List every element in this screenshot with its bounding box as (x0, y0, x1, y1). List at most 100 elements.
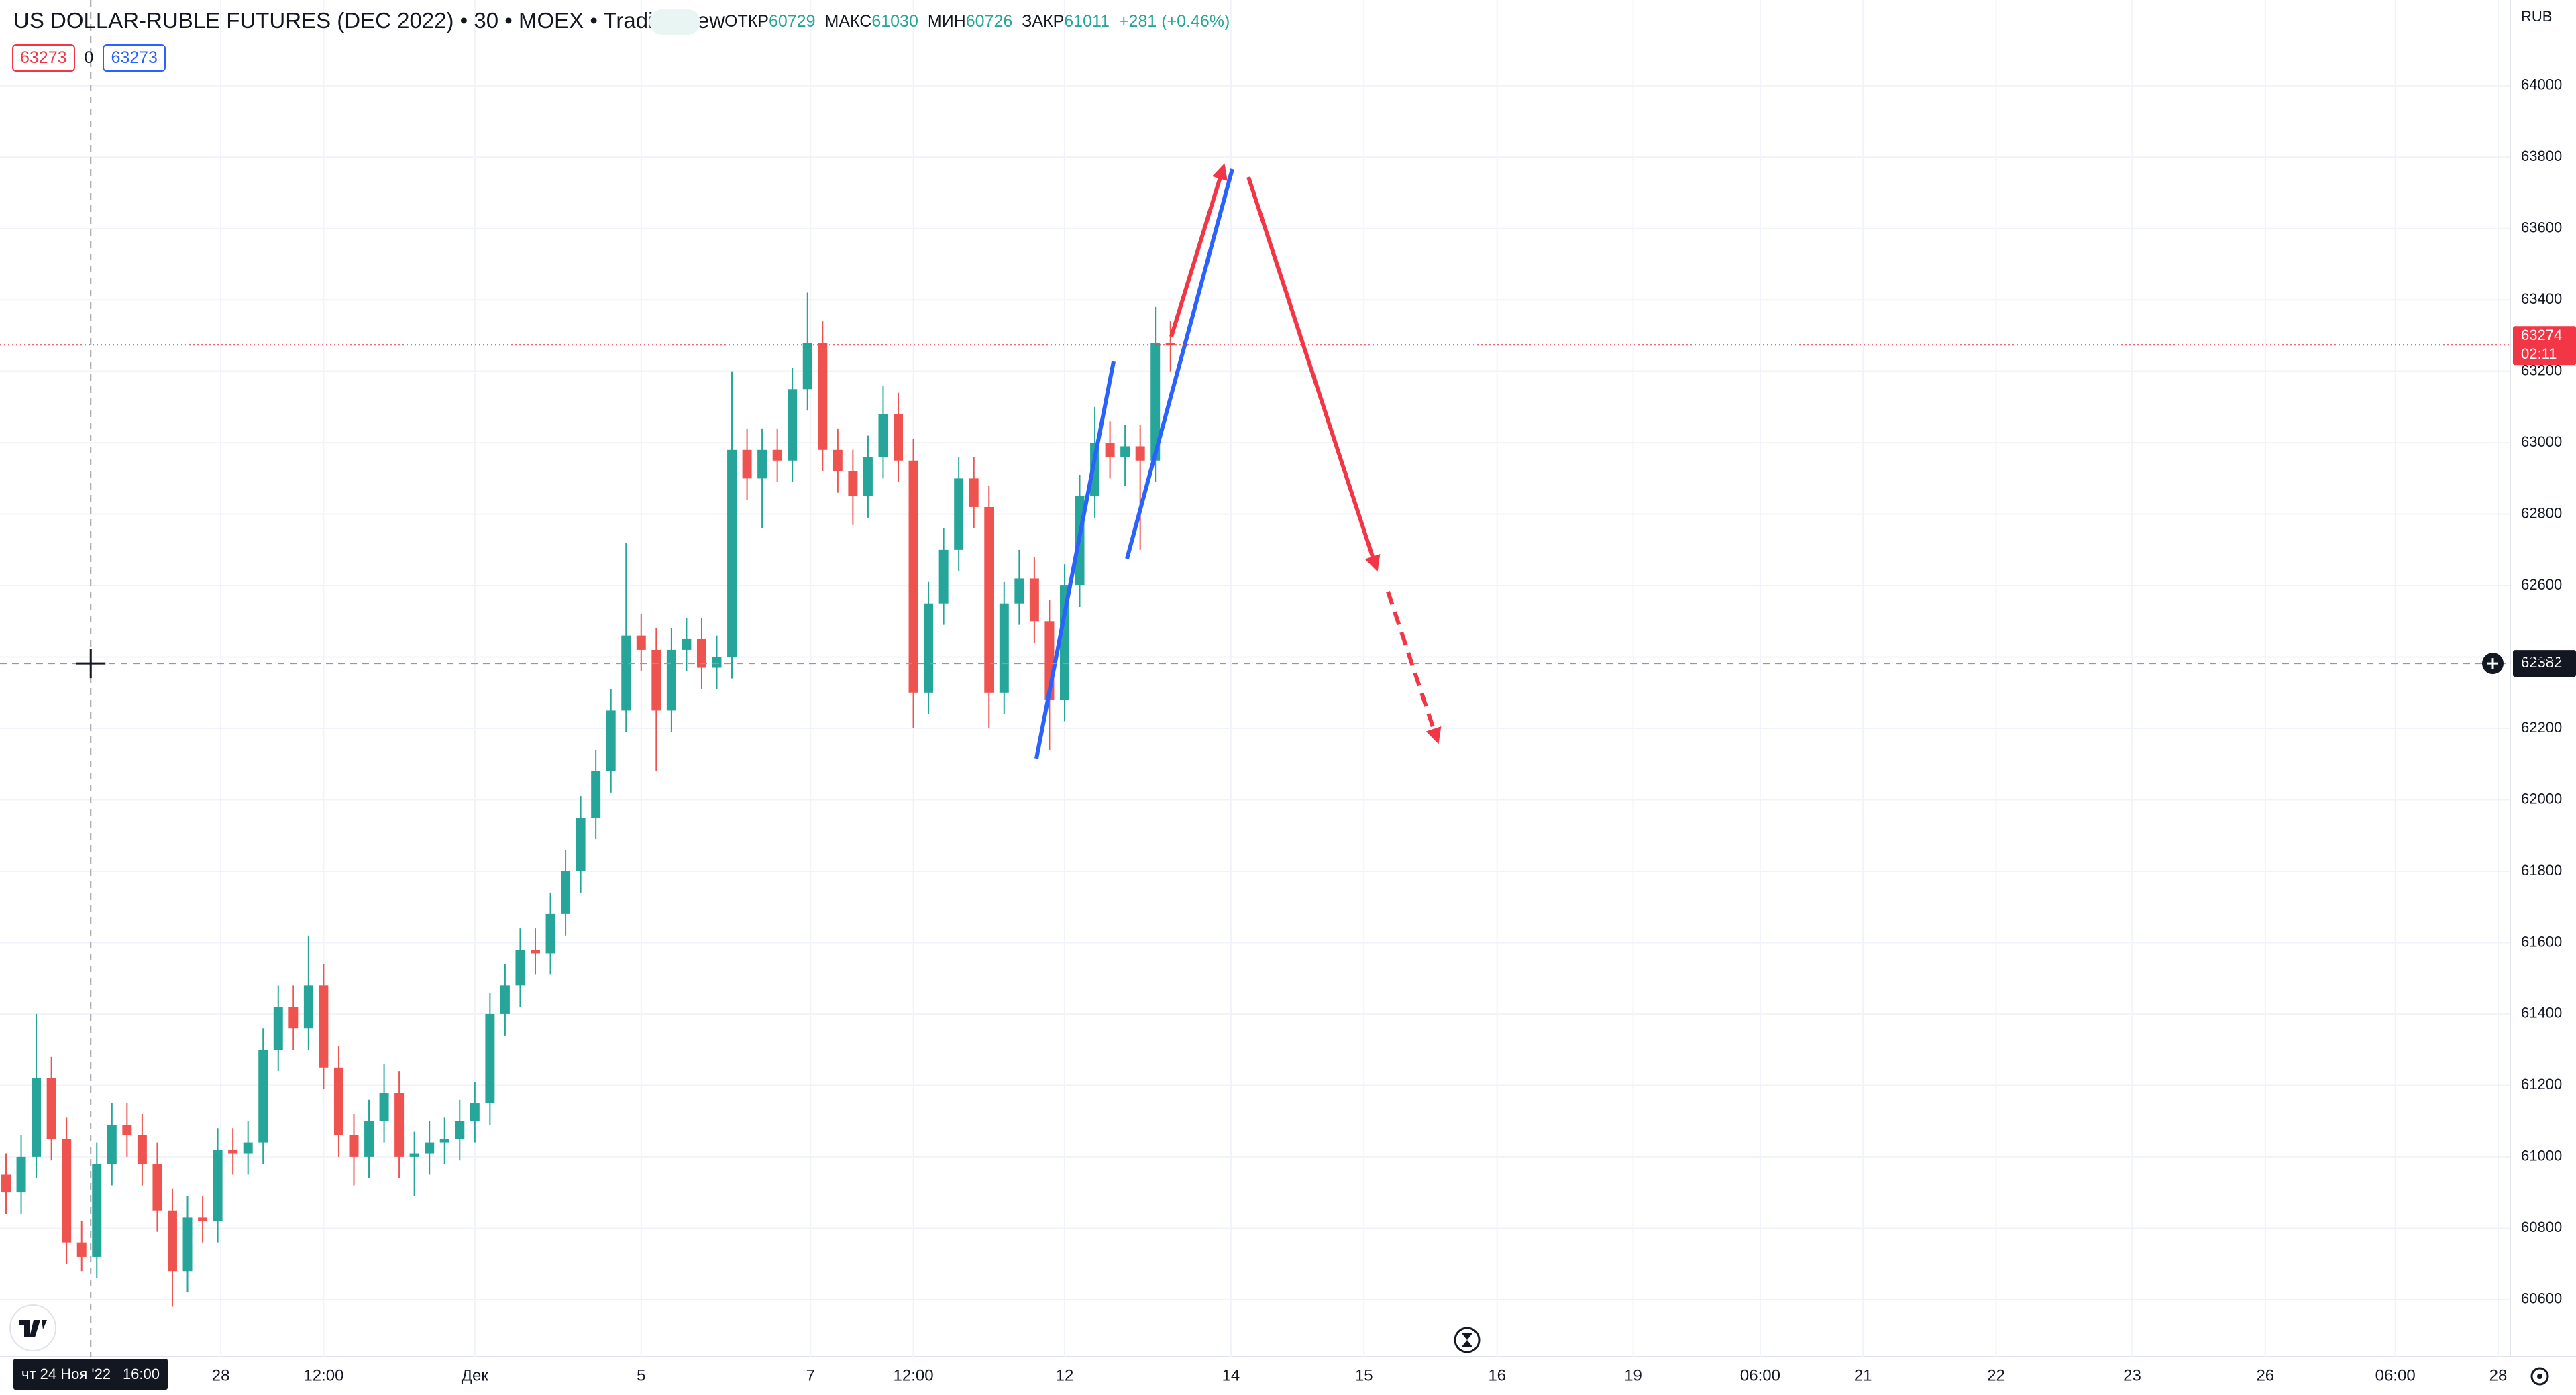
candle-body (878, 414, 888, 457)
x-tick-label: 5 (637, 1366, 645, 1384)
candle-body (167, 1210, 177, 1272)
candle-body (258, 1050, 268, 1143)
replay-circle (1454, 1327, 1481, 1353)
candle-body (1165, 343, 1175, 345)
candle-body (500, 985, 510, 1014)
x-tick-label: 06:00 (1740, 1366, 1780, 1384)
settings-icon[interactable] (2530, 1367, 2549, 1386)
x-tick-label: Дек (462, 1366, 489, 1384)
x-tick-label: 28 (2489, 1366, 2508, 1384)
candle-body (788, 389, 798, 461)
blue-trend-line[interactable] (1034, 361, 1116, 759)
y-tick-label: 64000 (2521, 76, 2562, 93)
candle-body (485, 1013, 495, 1104)
candle-body (545, 913, 555, 954)
candle-body (1150, 343, 1161, 461)
y-tick-label: 63400 (2521, 290, 2562, 307)
candle-body (16, 1156, 26, 1193)
x-tick-label: 12 (1056, 1366, 1074, 1384)
symbol-title[interactable]: US DOLLAR-RUBLE FUTURES (DEC 2022) • 30 … (13, 8, 726, 33)
candle-body (319, 985, 329, 1068)
tv-logo-mark (19, 1320, 47, 1337)
y-tick-label: 63000 (2521, 433, 2562, 450)
candle-body (273, 1007, 283, 1050)
x-tick-label: 12:00 (303, 1366, 343, 1384)
candle-body (1105, 443, 1115, 457)
candle-body (198, 1217, 208, 1221)
y-tick-label: 62000 (2521, 790, 2562, 807)
spread: 0 (84, 48, 94, 67)
blue-trend-line[interactable] (1125, 168, 1234, 559)
candle-body (938, 549, 949, 604)
candle-body (470, 1103, 480, 1121)
ohlc-value: 61011 (1064, 12, 1110, 31)
candle-body (1, 1174, 11, 1193)
y-tick-label: 62600 (2521, 576, 2562, 593)
replay-icon[interactable] (1454, 1327, 1481, 1353)
x-tick-label: 15 (1355, 1366, 1373, 1384)
red-dashed-arrow[interactable] (1386, 591, 1442, 744)
tv-logo[interactable] (9, 1304, 56, 1351)
y-tick-label: 63800 (2521, 148, 2562, 164)
candle-body (666, 649, 676, 711)
candle-body (228, 1150, 238, 1154)
candle-body (122, 1124, 132, 1135)
candle-body (364, 1121, 374, 1157)
candle-body (848, 471, 858, 496)
candle-body (213, 1150, 223, 1221)
candle-body (1059, 585, 1069, 700)
buy-price[interactable]: 63273 (103, 44, 166, 72)
x-tick-label: 23 (2123, 1366, 2141, 1384)
candle-body (439, 1139, 449, 1143)
red-arrow[interactable] (1169, 163, 1228, 337)
last-price-box (2513, 326, 2576, 366)
candle-body (531, 950, 540, 954)
candle-body (984, 506, 994, 693)
candle-body (1029, 578, 1039, 622)
candle-body (92, 1164, 102, 1257)
candle-body (636, 635, 646, 650)
red-arrow[interactable] (1246, 176, 1381, 572)
price-axis-bg (2510, 0, 2576, 1395)
ohlc-value: 60726 (965, 12, 1013, 31)
x-tick-label: 26 (2256, 1366, 2274, 1384)
candle-body (682, 638, 692, 650)
y-tick-label: 62400 (2521, 647, 2562, 664)
y-tick-label: 63200 (2521, 361, 2562, 378)
candle-body (394, 1093, 405, 1157)
y-tick-label: 60600 (2521, 1290, 2562, 1307)
last-price-label: 63274 (2521, 327, 2562, 343)
crosshair-price-box (2513, 650, 2576, 677)
y-tick-label: 62800 (2521, 504, 2562, 521)
sell-price[interactable]: 63273 (12, 44, 75, 72)
ohlc-label: МИН (927, 12, 966, 31)
candle-body (863, 457, 873, 496)
candle-body (76, 1242, 87, 1257)
y-tick-label: 62200 (2521, 719, 2562, 736)
y-tick-label: 61000 (2521, 1148, 2562, 1164)
x-tick-label: 12:00 (894, 1366, 934, 1384)
add-alert-plus (2487, 658, 2498, 669)
candle-body (561, 871, 571, 914)
drawings (1034, 163, 1442, 759)
x-tick-label: 21 (1854, 1366, 1872, 1384)
gear-ring (2530, 1367, 2549, 1386)
candle-body (137, 1135, 147, 1164)
candle-body (894, 414, 903, 461)
candle-body (908, 460, 918, 693)
crosshair-price-label: 62382 (2521, 654, 2562, 671)
replay-hourglass (1462, 1333, 1472, 1347)
candle-body (954, 478, 964, 550)
candle-body (32, 1078, 42, 1157)
candle-body (742, 449, 752, 479)
ohlc-label: МАКС (824, 12, 872, 31)
candle-body (455, 1121, 465, 1139)
market-status[interactable] (649, 9, 700, 35)
x-tick-label: 19 (1624, 1366, 1642, 1384)
candle-body (409, 1153, 419, 1157)
x-tick-label: 7 (806, 1366, 815, 1384)
ohlc-label: ЗАКР (1022, 12, 1065, 31)
